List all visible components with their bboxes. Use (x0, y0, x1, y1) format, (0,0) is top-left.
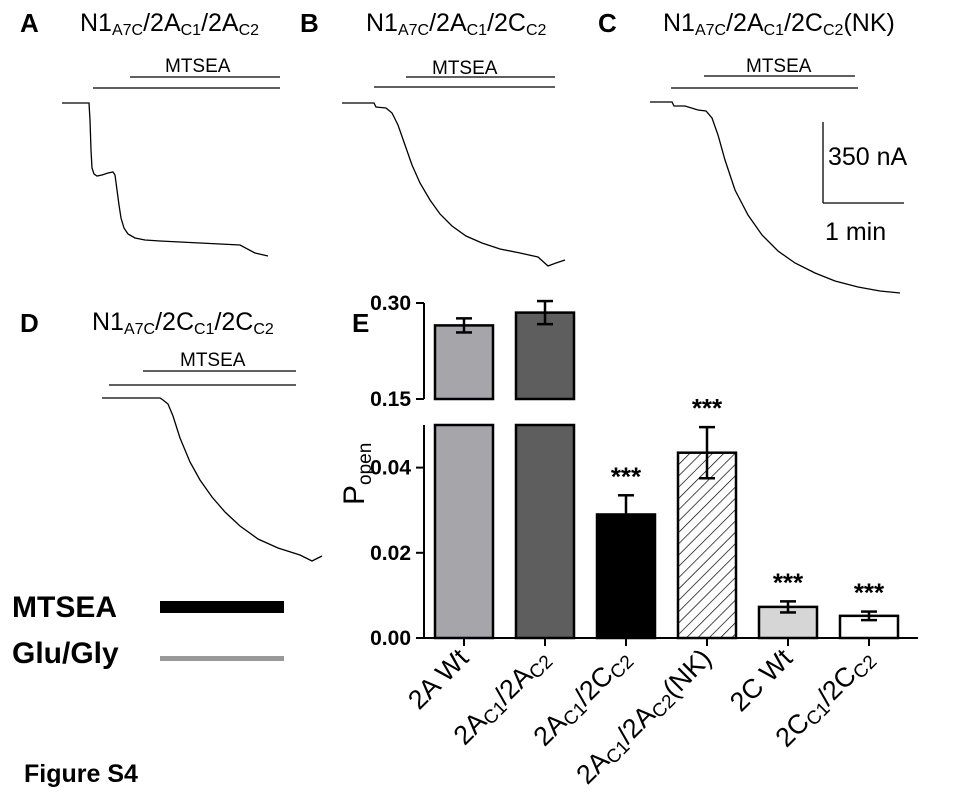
panel-a-trace (62, 102, 269, 257)
panel-c-mtsea-label: MTSEA (746, 56, 812, 77)
significance-stars: *** (611, 461, 642, 491)
bar (433, 423, 495, 640)
panel-a-mtsea-label: MTSEA (165, 56, 231, 77)
panel-letter-c: C (598, 8, 617, 38)
panel-b-title: N1A7C/2AC1/2CC2 (366, 9, 547, 39)
bar (514, 423, 576, 640)
panel-d-title: N1A7C/2CC1/2CC2 (92, 308, 274, 338)
panel-d-mtsea-label: MTSEA (180, 350, 246, 371)
panel-letter-a: A (20, 8, 39, 38)
panel-d-trace (102, 397, 323, 562)
y-tick-label: 0.02 (370, 542, 411, 565)
y-tick-label: 0.04 (370, 457, 411, 480)
panel-letter-b: B (300, 8, 319, 38)
legend-mtsea-swatch (160, 601, 284, 613)
significance-stars: *** (692, 393, 723, 423)
legend-mtsea-label: MTSEA (12, 591, 117, 624)
legend-gluGly-label: Glu/Gly (12, 637, 119, 670)
y-tick-label: 0.30 (370, 292, 411, 315)
significance-stars: *** (854, 578, 885, 608)
panel-b-mtsea-label: MTSEA (432, 58, 498, 79)
panel-letter-e: E (352, 308, 370, 338)
bar (676, 451, 738, 640)
panel-c-title: N1A7C/2AC1/2CC2(NK) (663, 9, 895, 39)
significance-stars: *** (773, 567, 804, 597)
panel-letter-d: D (20, 308, 39, 338)
y-tick-label: 0.15 (370, 388, 411, 411)
x-tick-label: 2C Wt (724, 643, 799, 718)
scale-bar-current-label: 350 nA (828, 143, 908, 171)
y-tick-label: 0.00 (370, 627, 411, 650)
bar-upper-segment (514, 311, 576, 401)
scale-bar-time-label: 1 min (825, 218, 887, 246)
y-axis-title: Popen (338, 442, 376, 505)
panel-c-trace (650, 101, 901, 294)
legend-gluGly-swatch (160, 656, 284, 661)
panel-a-title: N1A7C/2AC1/2AC2 (80, 9, 260, 39)
bar-upper-segment (433, 324, 495, 401)
figure-label: Figure S4 (24, 760, 138, 788)
panel-b-trace (342, 102, 566, 267)
x-tick-label: 2A Wt (402, 643, 474, 715)
